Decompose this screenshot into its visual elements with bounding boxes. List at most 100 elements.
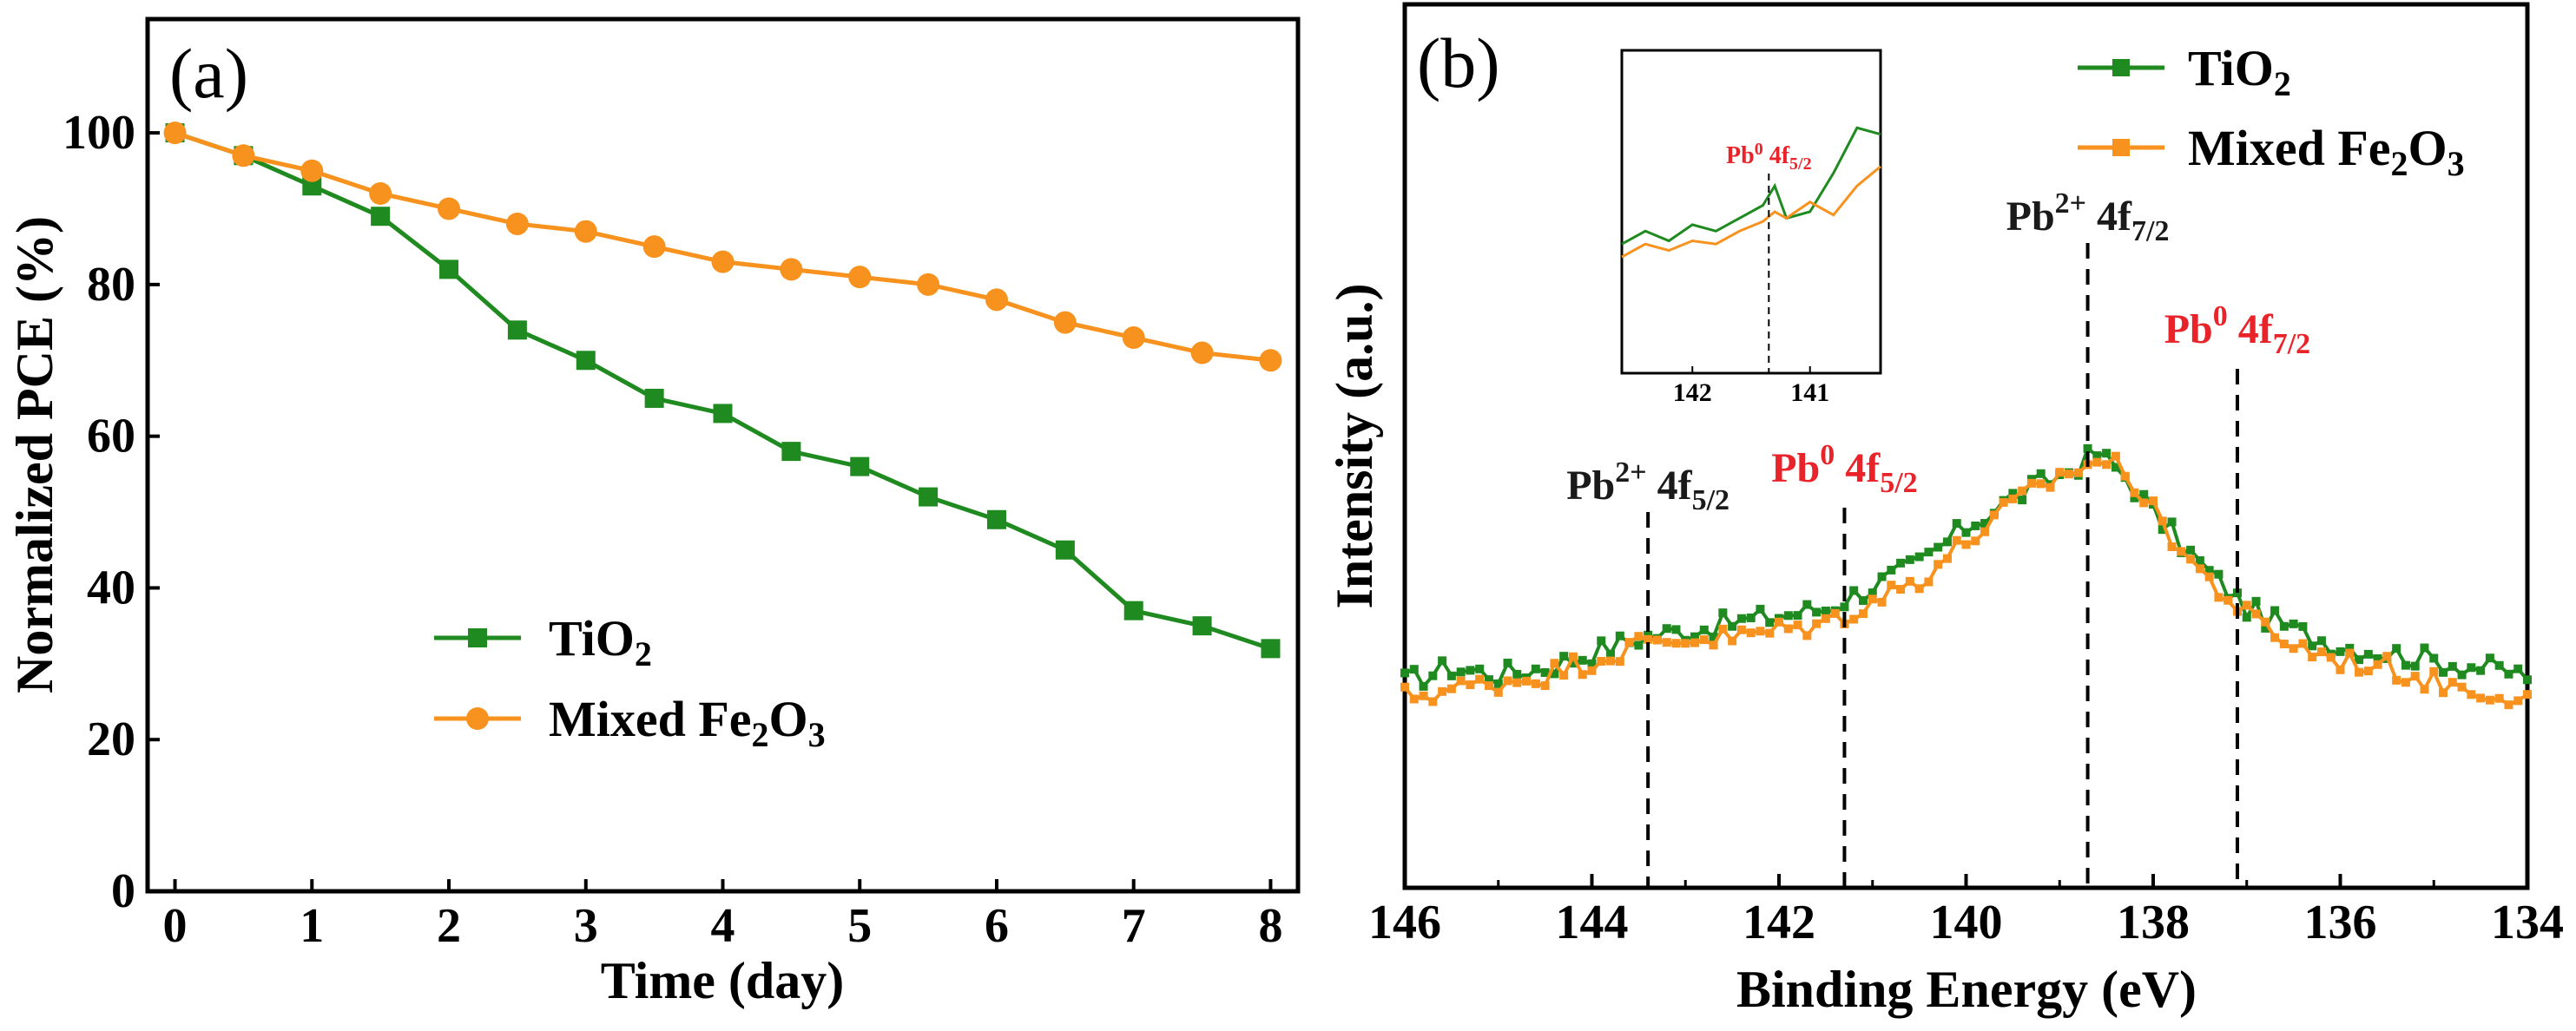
inset-plot: 142 141 Pb0 4f5/2 (1621, 126, 1881, 407)
data-point-b-1 (2046, 483, 2055, 492)
data-point-b-1 (2363, 667, 2373, 676)
data-point-b-1 (2298, 639, 2308, 648)
data-point-b-1 (2186, 555, 2196, 564)
data-point-b-1 (1868, 594, 1877, 604)
panel-b-annotations: Pb2+ 4f5/2 Pb0 4f5/2 Pb2+ 4f7/2 Pb0 4f7/2 (1566, 187, 2310, 888)
inset-series-line-0 (1621, 126, 1881, 246)
data-point-b-0 (1952, 519, 1961, 529)
panel-a-plot (163, 121, 1282, 659)
data-point-b-1 (2410, 672, 2420, 681)
data-point-b-0 (2232, 588, 2242, 598)
data-point-b-1 (2308, 653, 2317, 662)
data-point-b-1 (2065, 470, 2074, 479)
x-tick-label-a: 3 (574, 899, 598, 953)
data-point-b-1 (1942, 554, 1952, 563)
data-point-b-0 (1868, 588, 1877, 598)
legend-a-fe2o3-label: Mixed Fe2O3 (549, 691, 826, 754)
data-point-b-1 (1709, 640, 1718, 650)
data-point-b-0 (2485, 653, 2494, 663)
data-point-b-0 (2494, 660, 2504, 670)
data-point-a-0 (507, 320, 527, 340)
data-point-b-0 (1905, 555, 1914, 564)
data-point-b-1 (1634, 632, 1644, 641)
data-point-a-0 (302, 176, 322, 196)
data-point-b-1 (1597, 656, 1606, 666)
panel-a-xlabel: Time (day) (601, 952, 845, 1009)
data-point-a-0 (919, 487, 939, 507)
data-point-b-0 (1550, 669, 1559, 679)
data-point-b-1 (1475, 674, 1485, 684)
data-point-b-0 (1634, 640, 1644, 650)
panel-b: (b) 146 144 142 140 138 136 134 Pb2+ 4f5/2 Pb0 … (1326, 2, 2564, 1018)
peak-label: Pb0 4f7/2 (2164, 300, 2310, 360)
y-tick-label-a: 40 (87, 561, 135, 614)
data-point-b-1 (1756, 627, 1765, 636)
data-point-b-1 (1989, 510, 1999, 520)
data-point-b-0 (1887, 565, 1896, 575)
data-point-b-1 (1775, 617, 1783, 627)
data-point-b-1 (2270, 633, 2280, 642)
data-point-b-1 (1662, 638, 1671, 647)
data-point-b-1 (1615, 657, 1624, 667)
data-point-b-0 (2504, 669, 2513, 679)
legend-b-tio2-label: TiO2 (2188, 40, 2291, 103)
data-point-b-1 (1550, 659, 1559, 668)
data-point-b-0 (1756, 604, 1765, 614)
data-point-b-0 (2429, 653, 2439, 663)
data-point-b-0 (1438, 656, 1447, 666)
data-point-b-1 (1971, 536, 1980, 546)
data-point-b-1 (2008, 494, 2018, 503)
data-point-b-0 (2204, 566, 2214, 575)
data-point-b-0 (2316, 636, 2326, 646)
data-point-b-1 (2139, 498, 2149, 508)
data-point-b-0 (1765, 618, 1775, 627)
data-point-b-0 (2167, 517, 2177, 527)
data-point-b-1 (1905, 576, 1914, 586)
data-point-b-1 (2316, 647, 2326, 657)
data-point-b-0 (1980, 519, 1990, 529)
data-point-b-0 (2363, 649, 2373, 659)
legend-a-tio2-marker (468, 628, 487, 647)
y-tick-label-a: 80 (87, 258, 135, 312)
data-point-a-1 (505, 212, 529, 235)
data-point-b-0 (2298, 621, 2308, 631)
data-point-a-1 (232, 144, 255, 167)
data-point-b-0 (1699, 625, 1709, 634)
data-point-b-1 (2224, 595, 2233, 605)
data-point-b-0 (1821, 607, 1830, 616)
data-point-b-0 (1671, 625, 1681, 634)
data-point-b-1 (1606, 656, 1616, 666)
x-tick-label-b: 140 (1930, 896, 2003, 949)
series-line-a-0 (174, 130, 1272, 651)
data-point-a-0 (1055, 540, 1075, 560)
data-point-b-1 (2167, 542, 2177, 552)
data-point-b-0 (1615, 631, 1624, 640)
data-point-a-1 (985, 288, 1008, 312)
data-point-b-0 (1849, 586, 1859, 595)
data-point-b-1 (1736, 625, 1746, 634)
data-point-b-0 (1728, 621, 1737, 631)
data-point-b-0 (2336, 647, 2345, 656)
data-point-b-0 (2523, 675, 2532, 685)
data-point-b-1 (1849, 614, 1859, 624)
x-tick-label-b: 136 (2304, 896, 2377, 949)
x-tick-label-b: 142 (1743, 896, 1815, 949)
data-point-b-1 (2204, 572, 2214, 581)
data-point-b-1 (2177, 547, 2186, 556)
data-point-b-1 (1765, 628, 1775, 638)
data-point-a-0 (439, 259, 459, 279)
data-point-b-1 (2485, 695, 2494, 705)
data-point-a-0 (371, 207, 391, 227)
x-tick-label-a: 7 (1122, 899, 1146, 953)
legend-b-tio2-marker (2112, 59, 2130, 76)
data-point-b-1 (1466, 680, 1475, 690)
data-point-b-1 (2494, 693, 2504, 703)
y-tick-label-a: 0 (111, 864, 135, 918)
data-point-b-1 (2073, 468, 2083, 477)
data-point-b-0 (1578, 655, 1587, 665)
data-point-b-0 (1840, 602, 1849, 612)
data-point-b-1 (2523, 690, 2532, 699)
data-point-a-0 (1192, 616, 1212, 636)
x-tick-label-b: 146 (1368, 896, 1441, 949)
series-line-a-1 (174, 130, 1271, 363)
